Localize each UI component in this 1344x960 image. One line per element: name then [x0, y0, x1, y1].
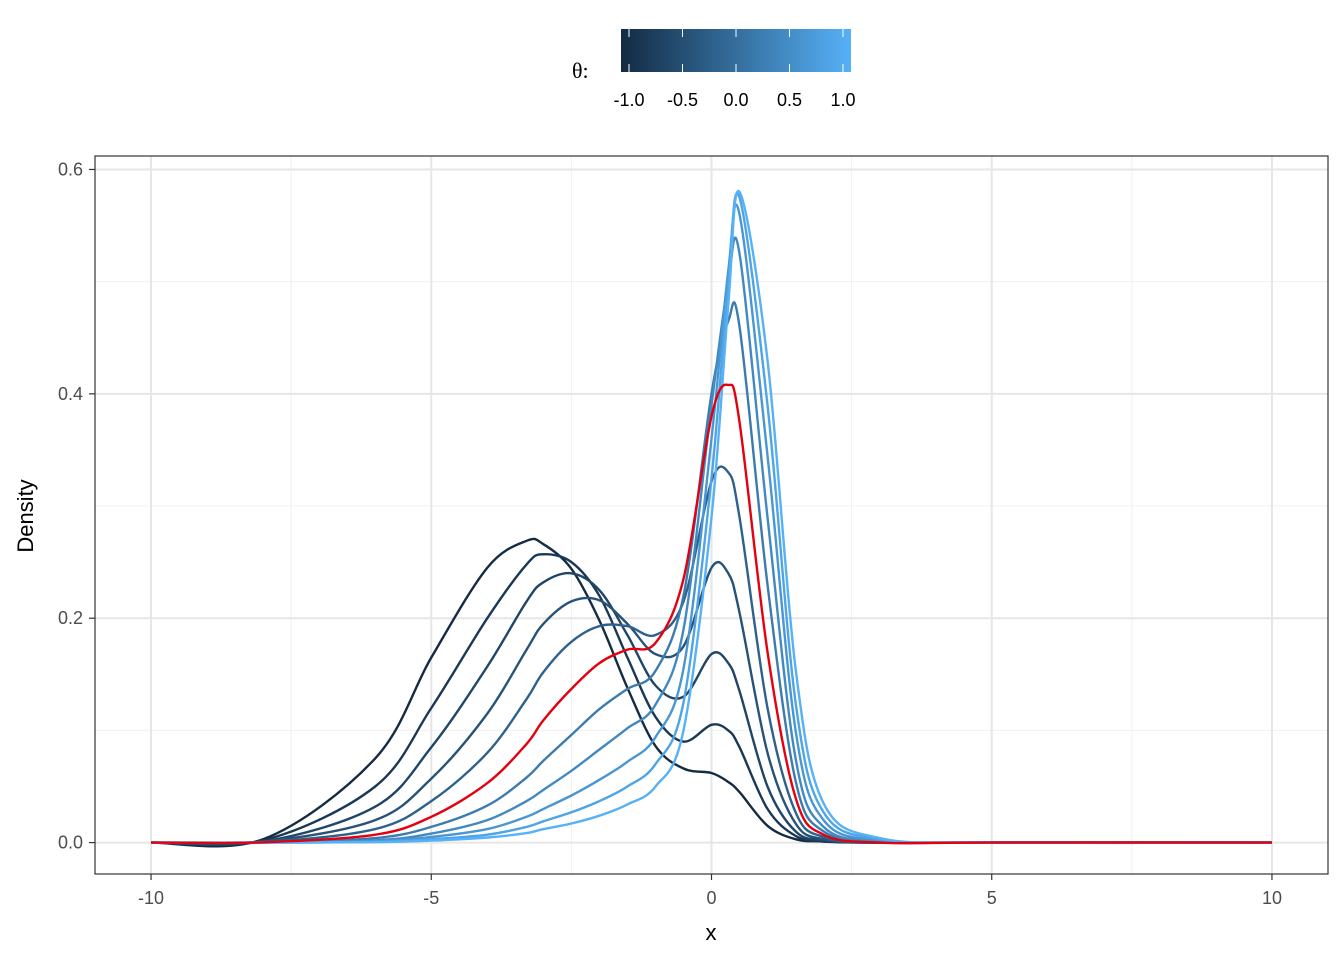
density-line	[150, 301, 1273, 844]
y-axis-title: Density	[13, 479, 38, 552]
density-line	[150, 192, 1273, 845]
density-line	[150, 236, 1273, 845]
axis-ticks: -10 -5 0 5 10 0.0 0.2 0.4 0.6	[58, 159, 1282, 908]
y-tick-label: 0.4	[58, 384, 83, 404]
y-tick-label: 0.0	[58, 833, 83, 853]
y-tick-label: 0.6	[58, 159, 83, 179]
colorbar-tick-label: 1.0	[830, 90, 855, 110]
x-tick-label: 5	[987, 888, 997, 908]
density-line	[150, 203, 1273, 844]
colorbar-ticks: -1.0 -0.5 0.0 0.5 1.0	[613, 29, 856, 110]
colorbar-tick-label: -0.5	[667, 90, 698, 110]
density-line-highlight	[150, 383, 1272, 845]
density-line	[150, 189, 1273, 845]
x-tick-label: 10	[1262, 888, 1282, 908]
legend-title: θ:	[572, 58, 589, 83]
plot-panel	[94, 155, 1329, 875]
x-tick-label: -10	[138, 888, 164, 908]
colorbar-tick-label: 0.5	[777, 90, 802, 110]
colorbar-tick-label: 0.0	[723, 90, 748, 110]
x-tick-label: 0	[706, 888, 716, 908]
density-lines	[150, 189, 1273, 848]
colorbar-tick-label: -1.0	[613, 90, 644, 110]
y-tick-label: 0.2	[58, 608, 83, 628]
colorbar-legend: θ: -1.0 -0.5 0.0 0.5 1.0	[572, 29, 856, 110]
x-tick-label: -5	[423, 888, 439, 908]
x-axis-title: x	[706, 920, 717, 945]
